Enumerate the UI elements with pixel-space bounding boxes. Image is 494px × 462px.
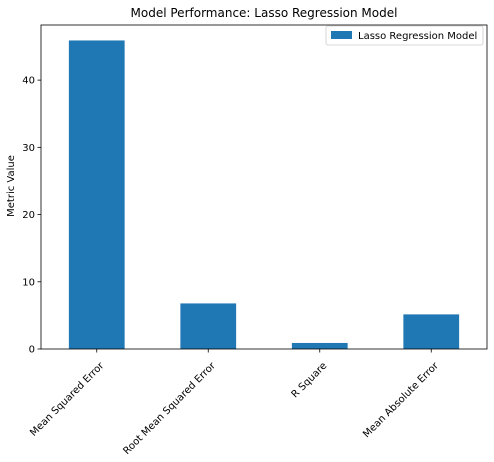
legend: Lasso Regression Model [325, 25, 484, 46]
x-tick-label: R Square [290, 361, 330, 401]
y-tick-label: 40 [22, 76, 35, 87]
legend-label: Lasso Regression Model [358, 31, 477, 42]
bar-mean-squared-error [68, 40, 125, 350]
bar-r-square [291, 342, 348, 349]
x-tick-label: Root Mean Squared Error [121, 360, 218, 457]
plot-area: 0 10 20 30 40 Mean Squared Error Root Mean Squ… [22, 24, 488, 457]
y-tick-label: 10 [22, 277, 35, 288]
x-tick-label: Mean Absolute Error [361, 360, 441, 440]
y-tick-label: 0 [29, 345, 35, 356]
axes-frame [40, 24, 488, 350]
bar-root-mean-squared-error [180, 303, 237, 349]
x-tick-label: Mean Squared Error [28, 360, 107, 439]
y-tick-label: 30 [22, 143, 35, 154]
chart-title: Model Performance: Lasso Regression Mode… [131, 6, 398, 20]
legend-swatch [331, 31, 352, 39]
y-axis-label: Metric Value [6, 155, 17, 217]
legend-box [325, 25, 484, 46]
bar-mean-absolute-error [403, 314, 460, 349]
y-tick-label: 20 [22, 210, 35, 221]
